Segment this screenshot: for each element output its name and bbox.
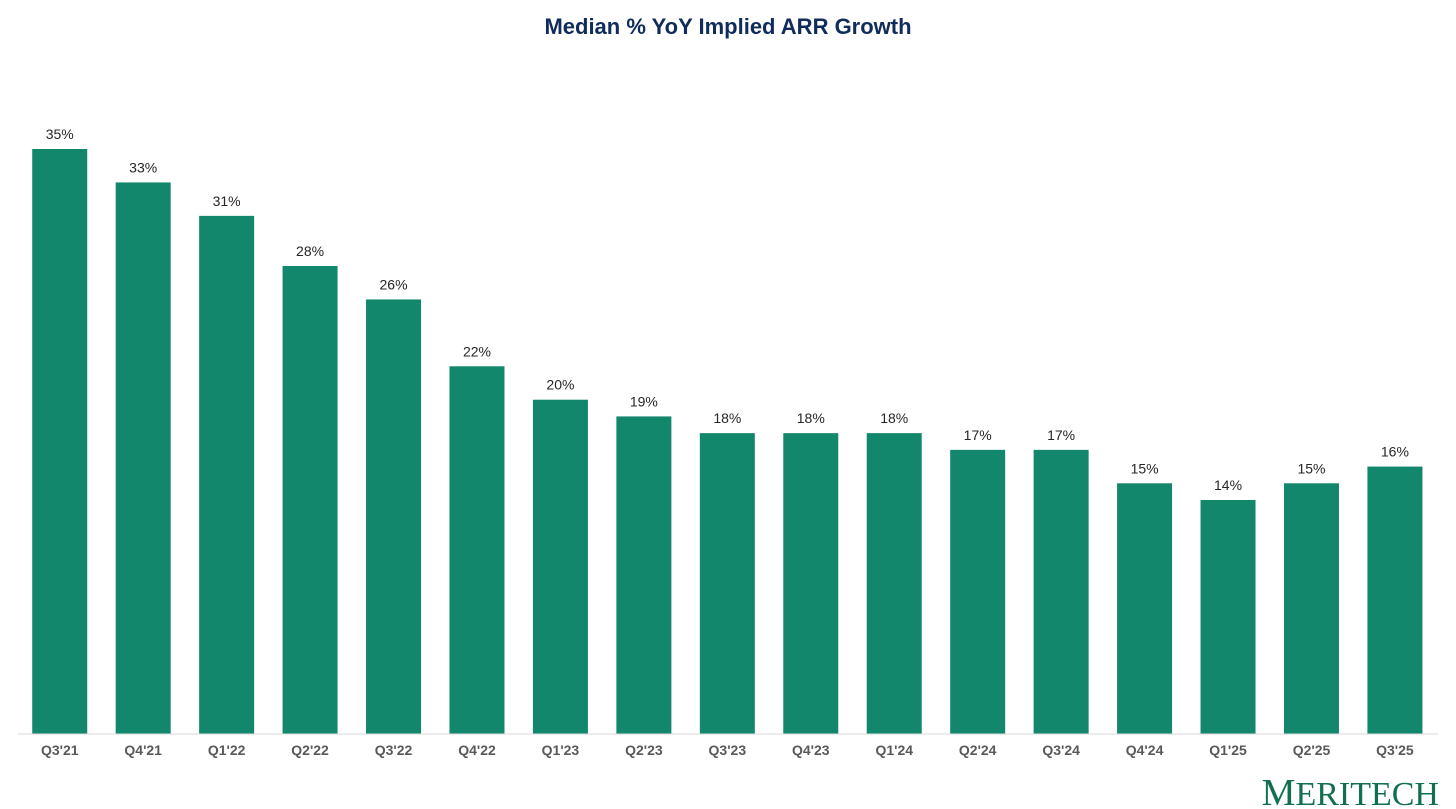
data-label-Q4'23: 18%: [797, 410, 825, 426]
bar-Q2'23: [616, 416, 672, 734]
bar-Q1'23: [532, 399, 588, 734]
tick-label-Q3'22: Q3'22: [375, 742, 413, 758]
tick-label-Q3'25: Q3'25: [1376, 742, 1414, 758]
tick-label-Q4'24: Q4'24: [1126, 742, 1164, 758]
tick-label-Q2'25: Q2'25: [1293, 742, 1331, 758]
x-axis-ticks: Q3'21 Q4'21 Q1'22 Q2'22 Q3'22 Q4'22 Q1'23 Q2'23…: [41, 742, 1414, 758]
data-label-Q4'21: 33%: [129, 159, 157, 175]
bar-Q4'21: [115, 182, 171, 734]
tick-label-Q3'21: Q3'21: [41, 742, 79, 758]
data-label-Q1'22: 31%: [213, 193, 241, 209]
data-label-Q3'22: 26%: [380, 276, 408, 292]
bar-Q3'22: [366, 299, 422, 734]
bar-Q4'24: [1117, 483, 1173, 734]
data-label-Q2'23: 19%: [630, 393, 658, 409]
data-label-Q2'25: 15%: [1297, 460, 1325, 476]
data-label-Q1'24: 18%: [880, 410, 908, 426]
tick-label-Q2'24: Q2'24: [959, 742, 997, 758]
tick-label-Q4'23: Q4'23: [792, 742, 830, 758]
logo-rest: ERITECH: [1295, 776, 1439, 809]
bars-layer: 35% 33% 31% 28% 26% 22% 20% 19% 18% 18% 18% 17% 17% 1…: [32, 126, 1423, 735]
tick-label-Q3'24: Q3'24: [1042, 742, 1080, 758]
data-label-Q1'23: 20%: [546, 377, 574, 393]
bar-Q3'21: [32, 149, 88, 734]
data-label-Q2'22: 28%: [296, 243, 324, 259]
data-label-Q3'24: 17%: [1047, 427, 1075, 443]
tick-label-Q2'22: Q2'22: [291, 742, 329, 758]
data-label-Q1'25: 14%: [1214, 477, 1242, 493]
tick-label-Q3'23: Q3'23: [709, 742, 747, 758]
data-label-Q3'21: 35%: [46, 126, 74, 142]
bar-Q1'24: [866, 433, 922, 734]
tick-label-Q1'25: Q1'25: [1209, 742, 1247, 758]
bar-Q4'23: [783, 433, 839, 734]
bar-Q1'22: [199, 215, 255, 735]
chart-title: Median % YoY Implied ARR Growth: [544, 14, 911, 39]
bar-Q2'25: [1283, 483, 1339, 734]
tick-label-Q1'22: Q1'22: [208, 742, 246, 758]
data-label-Q4'22: 22%: [463, 343, 491, 359]
tick-label-Q2'23: Q2'23: [625, 742, 663, 758]
bar-Q2'22: [282, 266, 338, 734]
data-label-Q4'24: 15%: [1131, 460, 1159, 476]
tick-label-Q1'23: Q1'23: [542, 742, 580, 758]
tick-label-Q1'24: Q1'24: [875, 742, 913, 758]
bar-Q3'25: [1367, 466, 1423, 734]
tick-label-Q4'21: Q4'21: [124, 742, 162, 758]
meritech-logo: MERITECH: [1262, 772, 1439, 809]
bar-Q3'24: [1033, 449, 1089, 734]
bar-Q1'25: [1200, 500, 1256, 734]
data-label-Q2'24: 17%: [964, 427, 992, 443]
data-label-Q3'25: 16%: [1381, 444, 1409, 460]
bar-Q3'23: [699, 433, 755, 734]
bar-Q2'24: [950, 449, 1006, 734]
tick-label-Q4'22: Q4'22: [458, 742, 496, 758]
logo-initial: M: [1262, 772, 1296, 809]
bar-Q4'22: [449, 366, 505, 734]
data-label-Q3'23: 18%: [713, 410, 741, 426]
